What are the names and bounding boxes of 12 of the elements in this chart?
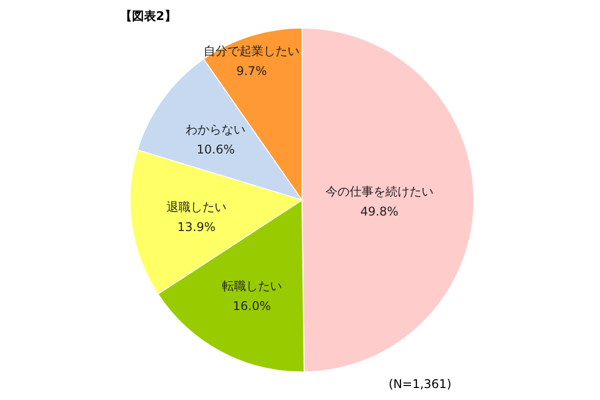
- chart-title: 【図表2】: [120, 9, 176, 23]
- slice-label: 自分で起業したい: [204, 44, 300, 58]
- slice-label: 転職したい: [222, 279, 282, 294]
- data-label: 13.9%: [177, 220, 216, 234]
- data-label: 16.0%: [232, 299, 271, 314]
- slice-label: わからない: [186, 122, 246, 136]
- slice-label: 退職したい: [166, 200, 226, 214]
- text: (N=1,361): [388, 377, 452, 391]
- data-label: 49.8%: [360, 204, 398, 219]
- data-label: 10.6%: [196, 142, 235, 156]
- slice-label: 今の仕事を続けたい: [325, 184, 434, 199]
- data-label: 9.7%: [236, 64, 267, 78]
